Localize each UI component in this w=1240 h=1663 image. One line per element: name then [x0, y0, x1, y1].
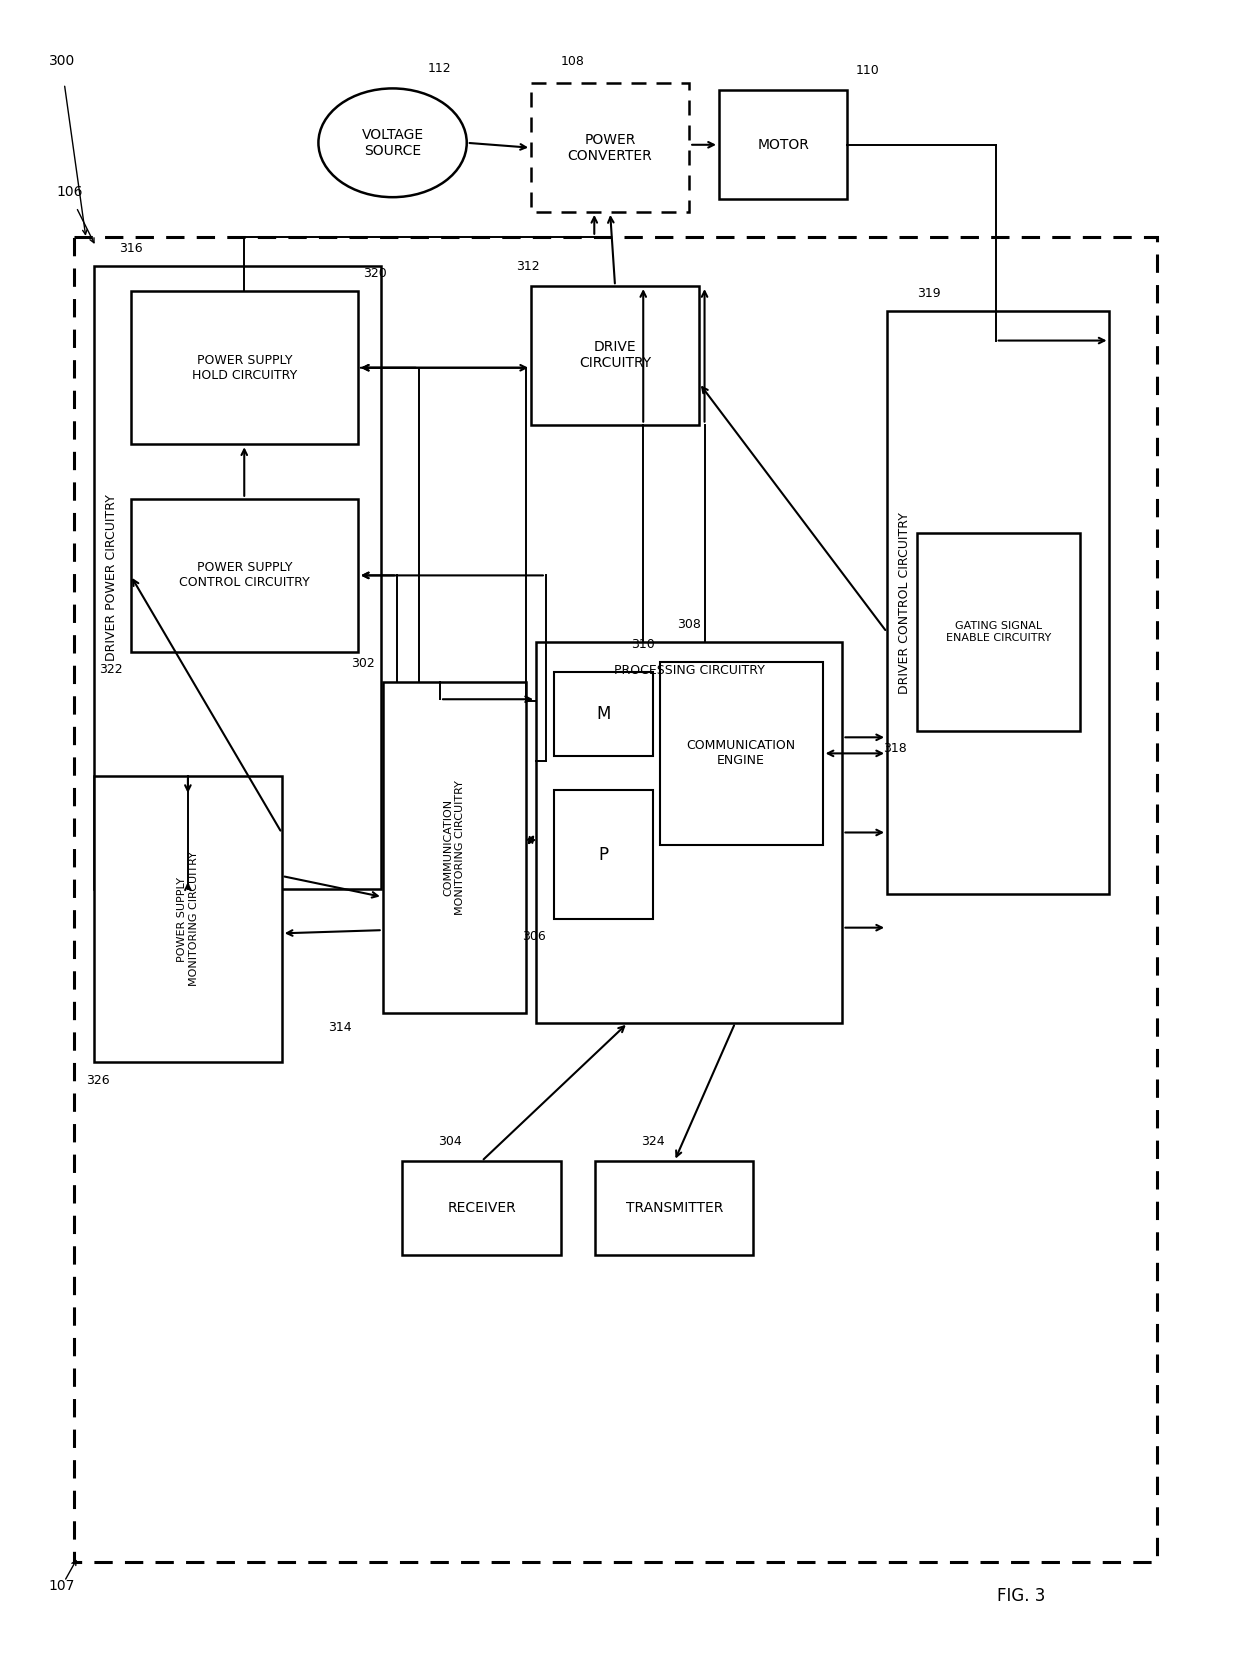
Bar	[531, 286, 699, 424]
Text: 326: 326	[86, 1074, 109, 1086]
Text: 302: 302	[351, 657, 374, 670]
Text: 312: 312	[516, 259, 539, 273]
Bar	[554, 790, 652, 920]
Bar	[94, 266, 381, 890]
Text: RECEIVER: RECEIVER	[448, 1201, 516, 1216]
Text: 108: 108	[560, 55, 584, 68]
Text: 314: 314	[329, 1021, 352, 1034]
Text: 318: 318	[883, 742, 906, 755]
Text: P: P	[598, 846, 609, 863]
Text: 310: 310	[631, 637, 655, 650]
Text: 324: 324	[641, 1134, 665, 1147]
Bar	[94, 775, 281, 1063]
Text: POWER SUPPLY
MONITORING CIRCUITRY: POWER SUPPLY MONITORING CIRCUITRY	[177, 851, 198, 986]
Text: POWER SUPPLY
CONTROL CIRCUITRY: POWER SUPPLY CONTROL CIRCUITRY	[179, 562, 310, 589]
Text: COMMUNICATION
MONITORING CIRCUITRY: COMMUNICATION MONITORING CIRCUITRY	[444, 780, 465, 915]
Bar	[660, 662, 822, 845]
Text: POWER
CONVERTER: POWER CONVERTER	[568, 133, 652, 163]
Bar	[130, 499, 358, 652]
Text: DRIVER CONTROL CIRCUITRY: DRIVER CONTROL CIRCUITRY	[898, 512, 911, 693]
Bar	[719, 90, 847, 200]
Bar	[383, 682, 526, 1013]
Text: 316: 316	[119, 243, 143, 254]
Bar	[531, 83, 689, 211]
Text: 107: 107	[48, 1580, 74, 1593]
Text: 308: 308	[677, 619, 701, 630]
Bar	[403, 1161, 560, 1256]
Text: MOTOR: MOTOR	[758, 138, 808, 151]
Bar	[887, 311, 1110, 895]
Text: VOLTAGE
SOURCE: VOLTAGE SOURCE	[362, 128, 424, 158]
Bar	[554, 672, 652, 757]
Text: PROCESSING CIRCUITRY: PROCESSING CIRCUITRY	[614, 664, 765, 677]
Text: 304: 304	[438, 1134, 461, 1147]
Text: POWER SUPPLY
HOLD CIRCUITRY: POWER SUPPLY HOLD CIRCUITRY	[192, 354, 296, 382]
Text: COMMUNICATION
ENGINE: COMMUNICATION ENGINE	[687, 740, 796, 767]
Text: 106: 106	[56, 185, 83, 200]
Text: 319: 319	[916, 286, 940, 299]
Ellipse shape	[319, 88, 466, 198]
Text: 110: 110	[856, 65, 879, 76]
Text: DRIVE
CIRCUITRY: DRIVE CIRCUITRY	[579, 341, 651, 371]
Text: 320: 320	[363, 266, 387, 279]
Text: 322: 322	[99, 664, 123, 677]
Text: DRIVER POWER CIRCUITRY: DRIVER POWER CIRCUITRY	[105, 494, 118, 662]
Text: 112: 112	[428, 62, 451, 75]
Bar	[130, 291, 358, 444]
Bar	[74, 236, 1157, 1562]
Text: M: M	[596, 705, 610, 723]
Text: 300: 300	[48, 53, 74, 68]
Text: TRANSMITTER: TRANSMITTER	[626, 1201, 723, 1216]
Text: 306: 306	[522, 930, 546, 943]
Bar	[595, 1161, 754, 1256]
Text: GATING SIGNAL
ENABLE CIRCUITRY: GATING SIGNAL ENABLE CIRCUITRY	[946, 622, 1050, 644]
Bar	[536, 642, 842, 1023]
Text: FIG. 3: FIG. 3	[997, 1588, 1045, 1605]
Bar	[916, 534, 1080, 732]
